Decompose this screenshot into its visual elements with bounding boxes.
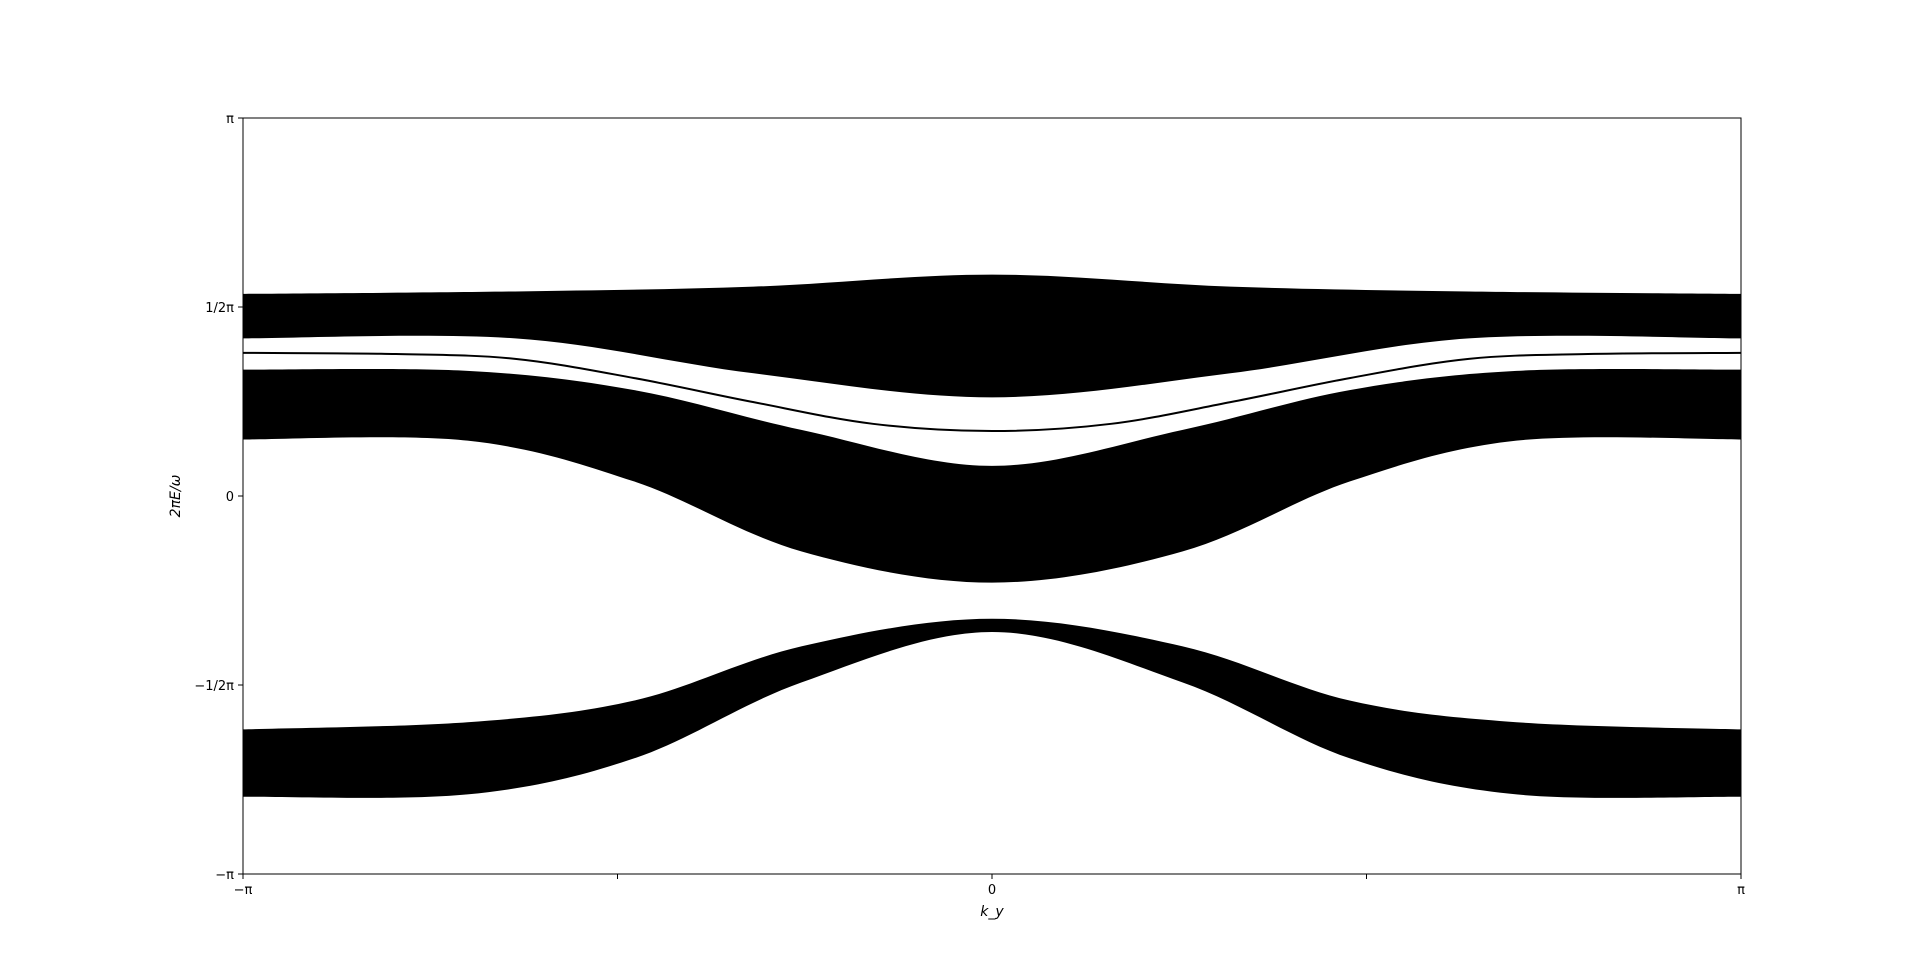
x-tick-label: −π [234,883,253,898]
y-tick-label: 1/2π [205,301,234,316]
y-axis-ticks: −π −1/2π 0 1/2π π [194,112,243,883]
x-axis-label: k_y [980,904,1004,920]
y-tick-label: π [226,112,234,127]
x-tick-label: 0 [988,883,996,898]
band-2 [243,369,1741,583]
y-axis-label: 2πE/ω [168,474,184,517]
band-3 [243,618,1741,798]
edge-states [242,351,1742,433]
y-tick-label: −1/2π [194,679,234,694]
band-1 [243,274,1741,398]
y-tick-label: 0 [226,490,234,505]
x-axis-ticks: −π 0 π [234,874,1745,898]
y-tick-label: −π [215,868,234,883]
edge-state-line-1 [242,351,1742,433]
energy-bands [243,274,1741,798]
x-tick-label: π [1737,883,1745,898]
